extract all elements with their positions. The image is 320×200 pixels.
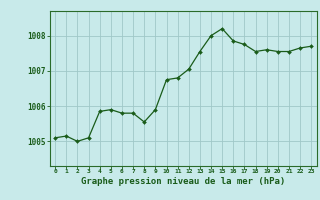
X-axis label: Graphe pression niveau de la mer (hPa): Graphe pression niveau de la mer (hPa) — [81, 177, 285, 186]
